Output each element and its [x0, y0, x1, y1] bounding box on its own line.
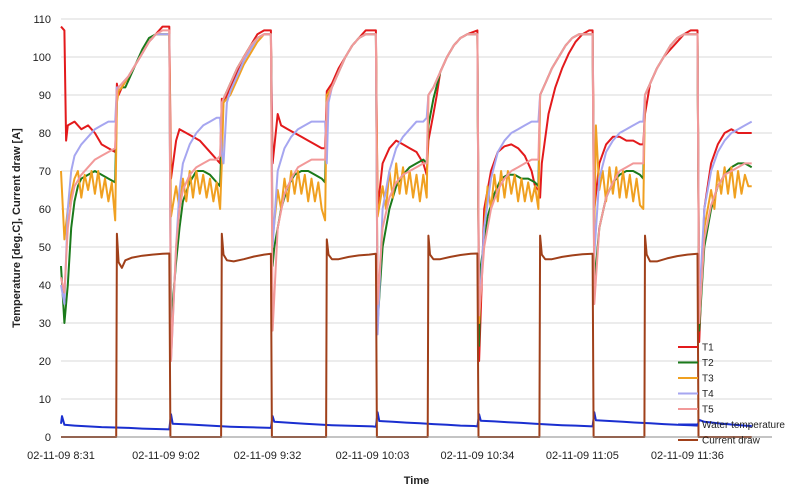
- series-line-current-draw: [61, 232, 752, 438]
- x-tick-label: 02-11-09 10:03: [336, 450, 410, 462]
- x-tick-label: 02-11-09 9:32: [234, 450, 302, 462]
- legend-label: T3: [702, 374, 714, 385]
- series-line-water-temperature: [60, 411, 752, 431]
- y-tick-label: 60: [39, 204, 51, 216]
- x-tick-label: 02-11-09 9:02: [132, 450, 200, 462]
- x-tick-label: 02-11-09 11:36: [651, 450, 724, 462]
- series-line-t3: [60, 33, 752, 324]
- legend-label: T2: [702, 358, 714, 369]
- legend: T1 T2 T3 T4 T5 Water temperature Current draw: [678, 343, 785, 447]
- y-tick-label: 80: [39, 128, 51, 140]
- y-tick-label: 20: [39, 356, 51, 368]
- y-tick-label: 0: [45, 432, 51, 444]
- y-tick-label: 100: [33, 52, 51, 64]
- x-axis-ticks: 02-11-09 8:31 02-11-09 9:02 02-11-09 9:32 0…: [27, 450, 724, 462]
- series-line-t5: [60, 29, 752, 362]
- series-lines: [60, 25, 753, 438]
- legend-label: T1: [702, 343, 714, 354]
- x-tick-label: 02-11-09 11:05: [546, 450, 619, 462]
- legend-label: Water temperature: [702, 420, 785, 431]
- gridlines: [61, 18, 772, 400]
- y-tick-label: 70: [39, 166, 51, 178]
- y-tick-label: 10: [39, 394, 51, 406]
- series-line-t4: [60, 33, 753, 362]
- y-axis-ticks: 0 10 20 30 40 50 60 70 80 90 100 110: [33, 14, 51, 444]
- x-tick-label: 02-11-09 10:34: [441, 450, 515, 462]
- y-tick-label: 90: [39, 90, 51, 102]
- y-axis-title: Temperature [deg.C], Current draw [A]: [11, 128, 23, 328]
- x-tick-label: 02-11-09 8:31: [27, 450, 95, 462]
- y-tick-label: 30: [39, 318, 51, 330]
- y-tick-label: 50: [39, 242, 51, 254]
- legend-label: Current draw: [702, 436, 761, 447]
- legend-label: T5: [702, 405, 714, 416]
- y-tick-label: 40: [39, 280, 51, 292]
- legend-label: T4: [702, 389, 714, 400]
- x-axis-title: Time: [404, 475, 429, 487]
- y-tick-label: 110: [33, 14, 51, 26]
